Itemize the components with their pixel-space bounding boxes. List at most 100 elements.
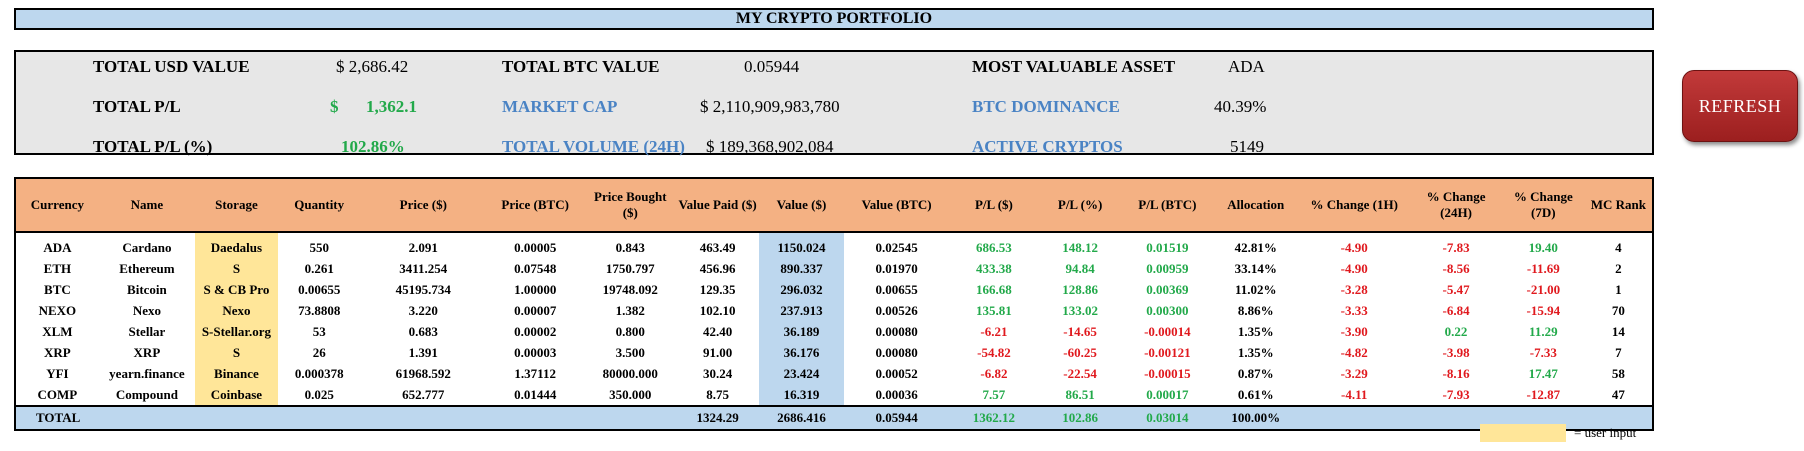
cell-storage[interactable]: Binance (195, 363, 278, 384)
cell-value-usd: 36.176 (758, 342, 844, 363)
cell-allocation: 1.35% (1237, 344, 1274, 360)
total-pl-pct-label: TOTAL P/L (%) (93, 137, 213, 156)
cell-mc-rank: 2 (1615, 260, 1622, 276)
cell-quantity[interactable]: 0.000378 (294, 365, 344, 381)
cell-value-paid: 42.40 (702, 323, 733, 339)
cell-price-usd: 652.777 (402, 386, 445, 402)
cell-price-usd: 45195.734 (395, 281, 451, 297)
cell-currency: XLM (42, 323, 73, 339)
cell-change-1h: -3.33 (1340, 302, 1368, 318)
cell-change-24h: -3.98 (1442, 344, 1470, 360)
cell-name: Ethereum (119, 260, 175, 276)
total-allocation: 100.00% (1213, 405, 1299, 429)
column-header: Price ($) (360, 179, 486, 233)
cell-mc-rank: 58 (1611, 365, 1625, 381)
cell-mc-rank: 47 (1611, 386, 1625, 402)
active-cryptos-label: ACTIVE CRYPTOS (972, 137, 1123, 156)
cell-quantity[interactable]: 0.025 (304, 386, 334, 402)
cell-name: Nexo (132, 302, 161, 318)
cell-pl-btc: 0.00369 (1146, 281, 1189, 297)
cell-allocation: 11.02% (1234, 281, 1277, 297)
cell-price-bought[interactable]: 1.382 (615, 302, 645, 318)
total-value-paid: 1324.29 (676, 405, 759, 429)
table-row: ETH Ethereum S 0.261 3411.254 0.07548 1750.797… (16, 258, 1652, 279)
cell-price-btc: 0.00002 (514, 323, 557, 339)
column-header: P/L ($) (949, 179, 1039, 233)
refresh-button[interactable]: REFRESH (1682, 70, 1798, 142)
cell-change-24h: -7.83 (1442, 239, 1470, 255)
cell-storage[interactable]: S (195, 258, 278, 279)
cell-price-bought[interactable]: 19748.092 (602, 281, 658, 297)
cell-allocation: 0.61% (1237, 386, 1274, 402)
total-cell-empty (277, 405, 361, 429)
cell-value-btc: 0.00080 (875, 344, 918, 360)
cell-price-bought[interactable]: 0.800 (615, 323, 645, 339)
total-pl-usd: 1362.12 (949, 405, 1039, 429)
cell-storage[interactable]: S-Stellar.org (195, 321, 278, 342)
column-header: % Change (24H) (1410, 179, 1502, 233)
cell-currency: ETH (43, 260, 72, 276)
cell-value-btc: 0.00655 (875, 281, 918, 297)
cell-quantity[interactable]: 26 (312, 344, 326, 360)
cell-change-1h: -3.28 (1340, 281, 1368, 297)
cell-pl-btc: 0.01519 (1146, 239, 1189, 255)
cell-storage[interactable]: Nexo (195, 300, 278, 321)
total-cell-empty (485, 405, 585, 429)
cell-pl-usd: -6.21 (980, 323, 1008, 339)
total-cell-empty (584, 405, 677, 429)
cell-storage[interactable]: Daedalus (195, 232, 278, 258)
cell-name: XRP (133, 344, 161, 360)
column-header: % Change (1H) (1298, 179, 1411, 233)
total-value-btc: 0.05944 (844, 405, 950, 429)
cell-price-bought[interactable]: 80000.000 (602, 365, 658, 381)
cell-pl-pct: 94.84 (1065, 260, 1095, 276)
cell-value-paid: 91.00 (702, 344, 733, 360)
cell-quantity[interactable]: 0.261 (304, 260, 334, 276)
cell-storage[interactable]: S (195, 342, 278, 363)
cell-quantity[interactable]: 0.00655 (298, 281, 341, 297)
cell-value-paid: 456.96 (699, 260, 736, 276)
cell-pl-btc: 0.00959 (1146, 260, 1189, 276)
cell-value-usd: 16.319 (758, 384, 844, 406)
cell-quantity[interactable]: 550 (309, 239, 329, 255)
cell-change-1h: -4.90 (1340, 239, 1368, 255)
cell-storage[interactable]: Coinbase (195, 384, 278, 406)
cell-price-bought[interactable]: 1750.797 (605, 260, 655, 276)
page-title: MY CRYPTO PORTFOLIO (14, 8, 1654, 30)
user-input-swatch (1480, 424, 1566, 442)
cell-pl-pct: -14.65 (1063, 323, 1097, 339)
cell-allocation: 33.14% (1234, 260, 1277, 276)
cell-mc-rank: 4 (1615, 239, 1622, 255)
cell-value-paid: 102.10 (699, 302, 736, 318)
cell-price-btc: 1.00000 (514, 281, 557, 297)
table-row: BTC Bitcoin S & CB Pro 0.00655 45195.734 1.00… (16, 279, 1652, 300)
cell-change-7d: -11.69 (1526, 260, 1560, 276)
cell-price-usd: 2.091 (408, 239, 438, 255)
cell-price-usd: 3.220 (408, 302, 438, 318)
cell-price-usd: 1.391 (408, 344, 438, 360)
cell-price-bought[interactable]: 0.843 (615, 239, 645, 255)
cell-pl-pct: 128.86 (1062, 281, 1098, 297)
cell-price-btc: 0.00003 (514, 344, 557, 360)
cell-change-1h: -4.11 (1341, 386, 1368, 402)
active-cryptos-value: 5149 (1230, 137, 1264, 156)
cell-price-btc: 0.00005 (514, 239, 557, 255)
cell-allocation: 42.81% (1234, 239, 1277, 255)
cell-value-paid: 129.35 (699, 281, 736, 297)
table-header-row: Currency Name Storage Quantity Price ($) Pric… (16, 179, 1652, 233)
cell-quantity[interactable]: 73.8808 (298, 302, 341, 318)
cell-quantity[interactable]: 53 (312, 323, 326, 339)
column-header: Allocation (1213, 179, 1299, 233)
cell-change-7d: 17.47 (1528, 365, 1558, 381)
summary-row-2: TOTAL P/L $ 1,362.1 MARKET CAP $ 2,110,9… (16, 92, 1652, 116)
cell-price-bought[interactable]: 350.000 (609, 386, 652, 402)
column-header: Value ($) (758, 179, 844, 233)
cell-storage[interactable]: S & CB Pro (195, 279, 278, 300)
cell-pl-pct: -22.54 (1063, 365, 1097, 381)
market-cap-label: MARKET CAP (502, 97, 618, 116)
cell-price-usd: 3411.254 (399, 260, 448, 276)
cell-price-bought[interactable]: 3.500 (615, 344, 645, 360)
cell-value-btc: 0.00052 (875, 365, 918, 381)
cell-value-usd: 23.424 (758, 363, 844, 384)
cell-pl-btc: -0.00014 (1144, 323, 1191, 339)
